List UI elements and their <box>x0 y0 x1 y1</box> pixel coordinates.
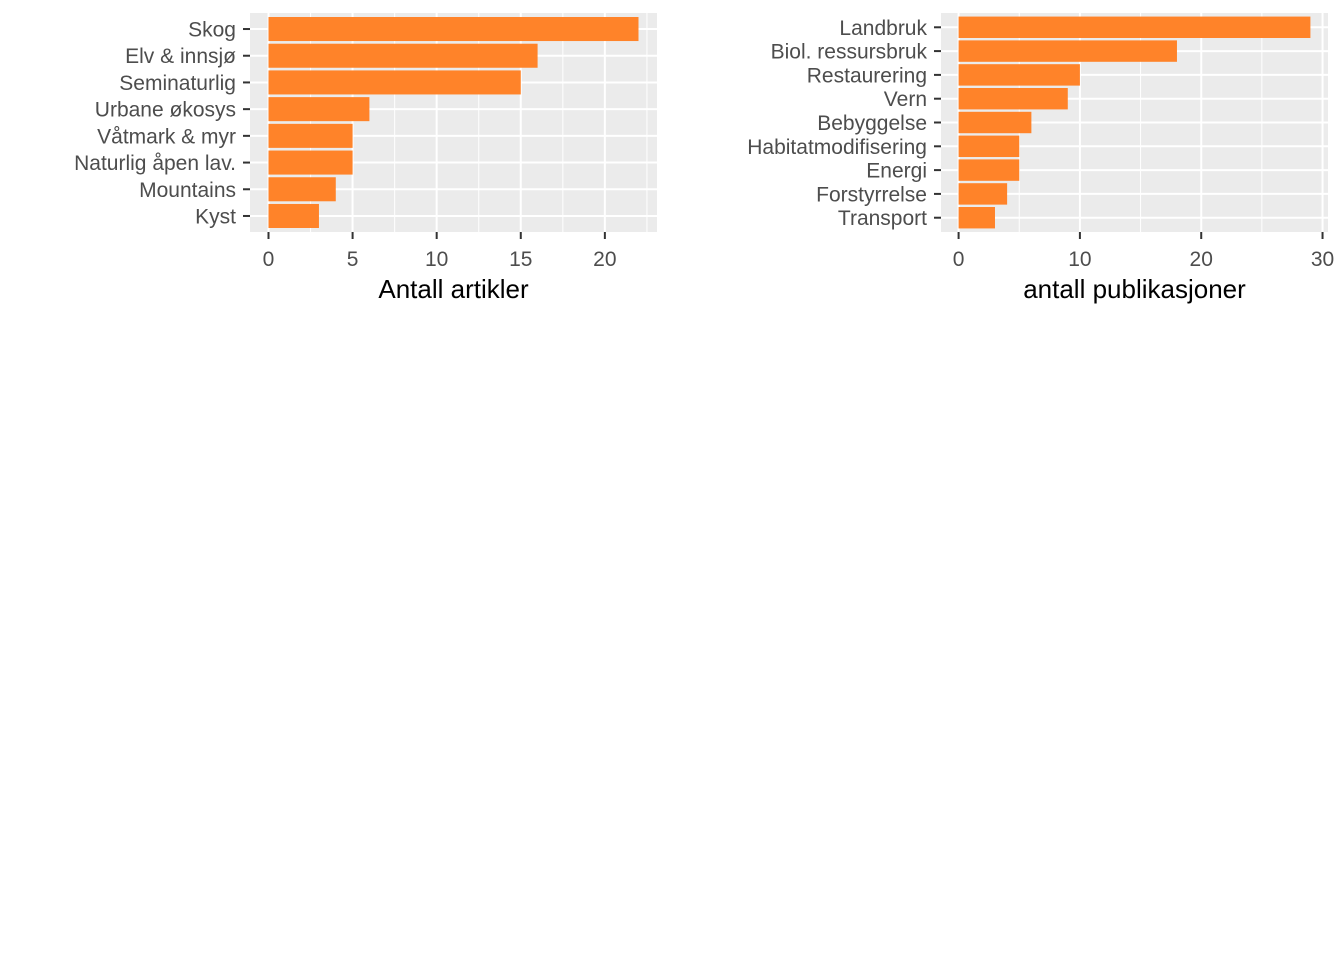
x-tick-label: 10 <box>425 248 448 271</box>
bar <box>268 70 521 95</box>
y-tick-label: Energi <box>866 160 927 183</box>
x-tick-label: 15 <box>509 248 532 271</box>
x-axis-title: antall publikasjoner <box>1023 274 1246 304</box>
y-tick-label: Urbane økosys <box>95 99 236 122</box>
bar <box>958 183 1008 205</box>
y-tick-label: Habitatmodifisering <box>747 136 927 159</box>
x-axis-title: Antall artikler <box>378 274 529 304</box>
bar <box>958 40 1177 62</box>
y-tick-label: Transport <box>838 207 927 230</box>
bar <box>958 111 1032 134</box>
x-tick-label: 0 <box>953 248 965 271</box>
y-tick-label: Mountains <box>139 179 236 202</box>
bar <box>268 97 370 122</box>
x-tick-label: 0 <box>263 248 275 271</box>
y-tick-label: Biol. ressursbruk <box>771 41 928 64</box>
x-tick-label: 5 <box>347 248 359 271</box>
bar <box>958 87 1068 110</box>
y-tick-label: Skog <box>188 19 236 42</box>
bar <box>268 177 336 202</box>
bar <box>958 64 1080 86</box>
x-tick-label: 20 <box>1190 248 1213 271</box>
chart-articles: Skog Elv & innsjø Seminaturlig Urbane økosy… <box>74 13 657 304</box>
bar <box>268 43 538 68</box>
x-tick-label: 10 <box>1068 248 1091 271</box>
bar <box>958 159 1020 181</box>
y-tick-label: Naturlig åpen lav. <box>74 152 236 175</box>
bar <box>958 16 1311 38</box>
y-tick-label: Seminaturlig <box>119 72 236 95</box>
x-tick-label: 30 <box>1311 248 1334 271</box>
x-tick-label: 20 <box>593 248 616 271</box>
y-tick-label: Restaurering <box>807 64 927 87</box>
y-tick-label: Elv & innsjø <box>125 45 236 68</box>
y-tick-label: Kyst <box>195 205 236 228</box>
y-tick-label: Landbruk <box>839 17 927 40</box>
y-tick-label: Vern <box>884 88 927 111</box>
bar <box>268 123 353 148</box>
bar <box>268 203 319 228</box>
bar <box>268 17 639 42</box>
y-tick-label: Bebyggelse <box>817 112 927 135</box>
bar <box>958 135 1020 158</box>
bar <box>268 150 353 175</box>
bar <box>958 207 995 229</box>
y-tick-label: Våtmark & myr <box>97 125 236 148</box>
y-tick-label: Forstyrrelse <box>816 183 927 206</box>
